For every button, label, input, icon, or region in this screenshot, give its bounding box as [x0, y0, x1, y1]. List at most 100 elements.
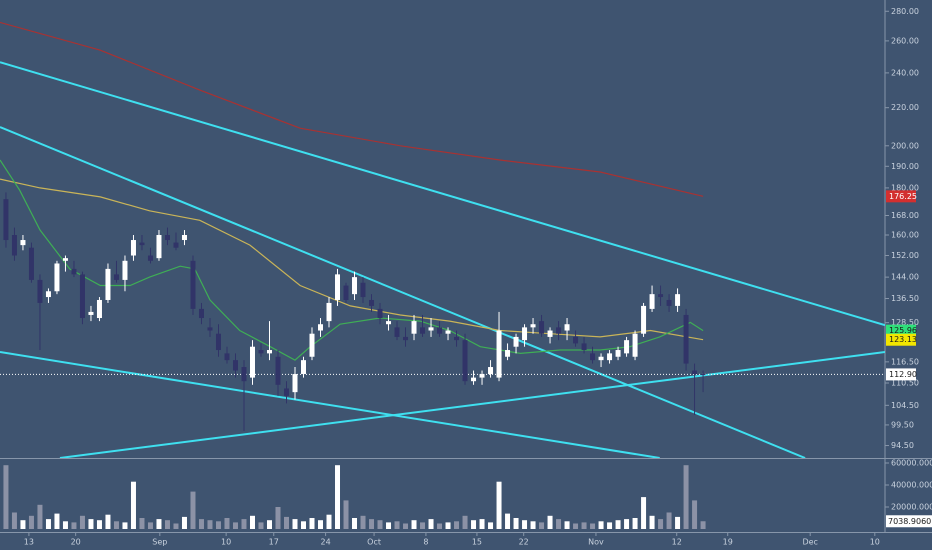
volume-bar [164, 520, 170, 529]
candle-body [11, 235, 17, 256]
candle-body [258, 350, 264, 354]
volume-bar [607, 522, 613, 529]
moving-average-line [0, 21, 704, 197]
volume-bar [649, 515, 655, 529]
volume-bar [445, 522, 451, 529]
volume-bar [283, 516, 289, 529]
volume-label-box [886, 515, 932, 528]
candle-body [369, 299, 375, 306]
volume-bar [343, 500, 349, 529]
y-tick-label: 60000.0000 [891, 459, 932, 468]
candle-body [20, 240, 26, 246]
candle-body [122, 260, 128, 280]
volume-bar [11, 512, 17, 529]
candle-body [496, 330, 502, 378]
moving-average-line [0, 178, 704, 341]
candle-body [683, 314, 689, 364]
price-panel [0, 21, 885, 458]
candle-body [283, 388, 289, 396]
moving-average-line [0, 159, 704, 361]
candle-body [232, 360, 238, 371]
candle-body [377, 308, 383, 319]
candle-body [598, 356, 604, 361]
volume-bar [598, 521, 604, 529]
volume-bar [556, 519, 562, 529]
price-label: 112.90 [889, 370, 917, 379]
candle-body [666, 299, 672, 306]
trendline [0, 61, 885, 327]
y-tick-label: 136.50 [891, 294, 919, 303]
candle-body [198, 308, 204, 319]
volume-bar [258, 522, 264, 529]
x-tick-label: 19 [723, 538, 733, 547]
x-tick-label: 12 [672, 538, 682, 547]
candle-body [692, 370, 698, 375]
trendline [59, 351, 885, 458]
x-tick-label: 10 [870, 538, 880, 547]
price-label: 125.96 [889, 326, 917, 335]
y-tick-label: 260.00 [891, 36, 919, 45]
volume-bar [530, 521, 536, 529]
volume-bar [581, 522, 587, 529]
candle-body [318, 324, 324, 331]
candle-body [641, 305, 647, 334]
candle-body [164, 235, 170, 241]
volume-bar [249, 515, 255, 529]
candle-body [113, 274, 119, 280]
volume-bar [275, 507, 281, 529]
candle-body [411, 321, 417, 334]
volume-bar [547, 515, 553, 529]
candle-body [130, 240, 136, 256]
y-tick-label: 116.50 [891, 357, 919, 366]
price-label: 176.25 [889, 192, 917, 201]
candle-body [190, 260, 196, 309]
volume-bar [45, 519, 51, 529]
candle-body [301, 360, 307, 375]
volume-bar [539, 522, 545, 529]
volume-bar [377, 520, 383, 529]
volume-bar [207, 520, 213, 529]
volume-bar [113, 521, 119, 529]
volume-bar [198, 519, 204, 529]
y-tick-label: 152.00 [891, 251, 919, 260]
y-tick-label: 180.00 [891, 183, 919, 192]
candle-body [624, 340, 630, 354]
candle-body [675, 294, 681, 306]
volume-bar [122, 522, 128, 529]
volume-bar [241, 519, 247, 529]
volume-bar [420, 522, 426, 529]
y-tick-label: 104.50 [891, 401, 919, 410]
y-tick-label: 240.00 [891, 68, 919, 77]
volume-bar [564, 521, 570, 529]
volume-bar [411, 520, 417, 529]
x-tick-label: 8 [423, 538, 428, 547]
price-label-box [886, 368, 916, 381]
candle-body [215, 333, 221, 351]
y-tick-label: 40000.0000 [891, 481, 932, 490]
candle-body [309, 333, 315, 357]
candle-body [615, 350, 621, 357]
volume-bar [437, 523, 443, 529]
volume-bar [301, 521, 307, 529]
volume-bar [632, 518, 638, 529]
candle-body [386, 321, 392, 325]
x-tick-label: 15 [472, 538, 482, 547]
volume-bar [318, 520, 324, 529]
candle-body [105, 268, 111, 300]
volume-bar [641, 497, 647, 529]
candle-body [173, 242, 179, 248]
y-tick-label: 190.00 [891, 162, 919, 171]
volume-bar [496, 481, 502, 529]
candle-body [45, 291, 51, 298]
candle-body [343, 285, 349, 300]
volume-bar [369, 519, 375, 529]
volume-bar [292, 519, 298, 529]
x-tick-label: Nov [588, 538, 604, 547]
candle-body [462, 340, 468, 382]
volume-label: 7038.9060 [888, 517, 931, 526]
volume-bar [147, 522, 153, 529]
candle-body [241, 367, 247, 382]
candle-body [156, 235, 162, 259]
volume-bar [232, 522, 238, 529]
